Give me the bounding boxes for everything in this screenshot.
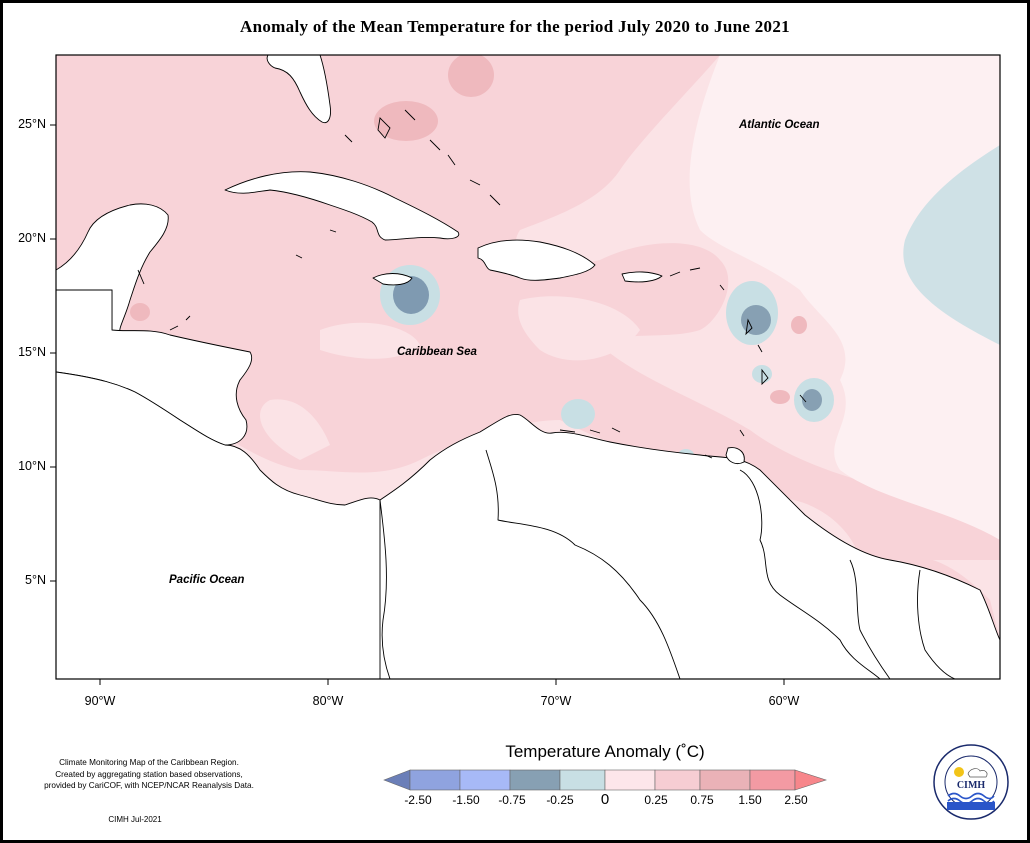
- legend-swatch: [409, 769, 461, 791]
- land-jamaica: [372, 273, 413, 286]
- legend-tick-label: -0.75: [498, 793, 526, 807]
- anomaly-patch-1.50: [791, 316, 807, 334]
- lat-label: 10°N: [18, 459, 46, 473]
- land-yucatan: [56, 203, 169, 335]
- land-cuba: [224, 171, 460, 241]
- legend-swatch: [383, 769, 411, 791]
- legend-tick-label: 0: [600, 791, 610, 808]
- anomaly-band-0.75: [56, 55, 1000, 679]
- anomaly-patch-1.50: [448, 55, 494, 97]
- legend-swatch: [699, 769, 751, 791]
- legend-swatch: [749, 769, 796, 791]
- anomaly-patch-1.50: [130, 303, 150, 321]
- anomaly-negative-core: [393, 276, 429, 314]
- lat-label: 5°N: [25, 573, 46, 587]
- footnote-line: Created by aggregating station based obs…: [55, 769, 243, 779]
- legend-title: Temperature Anomaly (˚C): [505, 742, 705, 761]
- anomaly-patch-1.50: [374, 101, 438, 141]
- legend-colorbar: [383, 769, 827, 791]
- legend-tick-label: 0.75: [690, 793, 714, 807]
- lon-label: 60°W: [768, 694, 800, 708]
- land-layer: [56, 55, 1000, 679]
- map-frame: [55, 54, 1001, 680]
- legend-swatch: [794, 769, 827, 791]
- coast-pacific: [56, 371, 381, 506]
- border-guyana-suriname: [849, 559, 891, 679]
- border-colombia-venezuela: [485, 449, 681, 679]
- legend-swatch: [654, 769, 701, 791]
- legend-swatch: [509, 769, 561, 791]
- border-suriname-guiana: [917, 569, 956, 679]
- footnote: Climate Monitoring Map of the Caribbean …: [24, 757, 274, 792]
- legend-tick-label: -2.50: [404, 793, 432, 807]
- footnote-line: provided by CariCOF, with NCEP/NCAR Rean…: [44, 781, 254, 790]
- lon-label: 80°W: [312, 694, 344, 708]
- lat-label: 20°N: [18, 231, 46, 245]
- lon-ticks: [99, 679, 785, 685]
- anomaly-field: [56, 55, 1000, 679]
- lon-label: 70°W: [540, 694, 572, 708]
- legend-swatch: [559, 769, 606, 791]
- anomaly-atlantic-negative: [903, 145, 1000, 345]
- land-puerto-rico: [621, 271, 663, 283]
- legend-tick-label: -0.25: [546, 793, 574, 807]
- label-atlantic-ocean: Atlantic Ocean: [739, 119, 820, 131]
- anomaly-patch-low: [260, 399, 330, 460]
- label-pacific-ocean: Pacific Ocean: [169, 574, 245, 586]
- anomaly-patch-low: [320, 322, 420, 359]
- legend-tick-label: 2.50: [784, 793, 808, 807]
- cloud-icon: [967, 768, 988, 778]
- anomaly-negative-curacao: [561, 399, 595, 429]
- land-pacific-ocean-area: [56, 372, 380, 679]
- land-florida: [266, 55, 331, 124]
- border-panama-colombia: [379, 499, 391, 679]
- lon-label: 90°W: [84, 694, 116, 708]
- small-islands: [137, 109, 807, 459]
- footnote-line: Climate Monitoring Map of the Caribbean …: [59, 758, 239, 767]
- water-icon: [947, 802, 995, 810]
- land-hispaniola: [477, 239, 596, 281]
- anomaly-patch-low: [518, 296, 640, 361]
- sun-icon: [954, 767, 964, 777]
- anomaly-atlantic-near-zero: [689, 55, 1000, 540]
- legend-tick-label: -1.50: [452, 793, 480, 807]
- border-venezuela-guyana: [739, 469, 881, 679]
- lat-ticks: [50, 124, 56, 582]
- legend-swatch: [459, 769, 511, 791]
- map-title: Anomaly of the Mean Temperature for the …: [240, 17, 790, 36]
- logo-text: CIMH: [957, 780, 986, 791]
- anomaly-negative-core: [741, 305, 771, 335]
- anomaly-negative-core: [802, 389, 822, 411]
- land-south-america: [379, 413, 1000, 679]
- land-trinidad: [725, 447, 745, 465]
- cimh-logo: CIMH: [933, 744, 1009, 820]
- legend-swatch: [604, 769, 656, 791]
- legend-tick-label: 1.50: [738, 793, 762, 807]
- lat-label: 25°N: [18, 117, 46, 131]
- lat-label: 15°N: [18, 345, 46, 359]
- label-caribbean-sea: Caribbean Sea: [397, 346, 477, 358]
- legend-tick-label: 0.25: [644, 793, 668, 807]
- credit-line: CIMH Jul-2021: [108, 815, 162, 824]
- anomaly-patch-1.50: [770, 390, 790, 404]
